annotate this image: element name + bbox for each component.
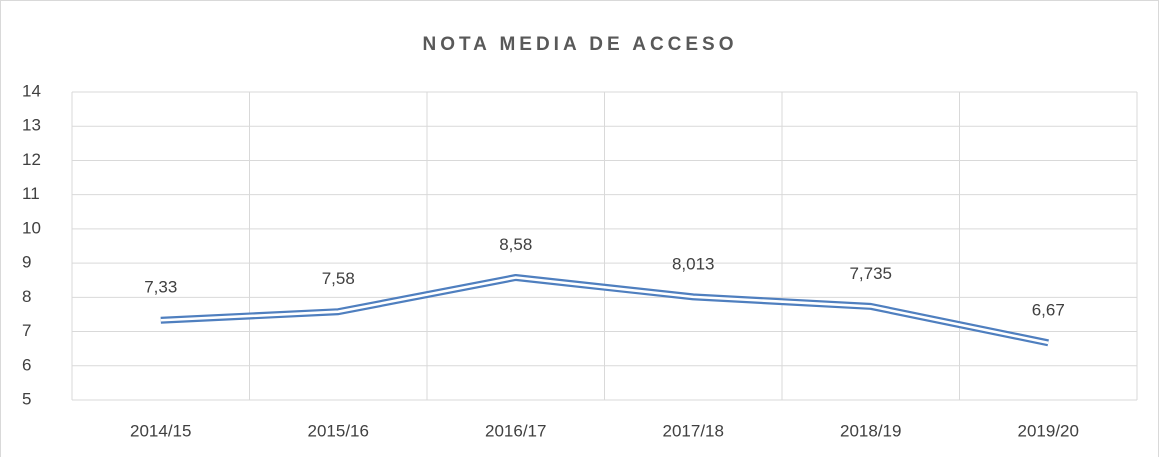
x-tick-label: 2017/18 bbox=[663, 421, 724, 440]
x-tick-label: 2015/16 bbox=[308, 421, 369, 440]
y-tick-label: 13 bbox=[22, 116, 41, 135]
x-tick-label: 2016/17 bbox=[485, 421, 546, 440]
y-tick-label: 6 bbox=[22, 355, 31, 374]
data-label: 8,013 bbox=[672, 254, 715, 273]
data-label: 8,58 bbox=[499, 235, 532, 254]
y-tick-label: 11 bbox=[22, 184, 40, 203]
x-tick-label: 2018/19 bbox=[840, 421, 901, 440]
data-label: 7,58 bbox=[322, 269, 355, 288]
chart-title: NOTA MEDIA DE ACCESO bbox=[422, 34, 737, 55]
series-line-inner bbox=[160, 276, 1049, 345]
data-label: 7,33 bbox=[144, 278, 177, 297]
x-tick-label: 2019/20 bbox=[1018, 421, 1079, 440]
data-label: 6,67 bbox=[1032, 300, 1065, 319]
y-tick-label: 14 bbox=[22, 81, 41, 100]
data-label: 7,735 bbox=[849, 264, 892, 283]
y-tick-label: 5 bbox=[22, 389, 31, 408]
y-tick-label: 7 bbox=[22, 321, 31, 340]
y-tick-label: 12 bbox=[22, 150, 41, 169]
x-tick-label: 2014/15 bbox=[130, 421, 191, 440]
y-tick-label: 8 bbox=[22, 287, 31, 306]
y-tick-label: 9 bbox=[22, 253, 31, 272]
y-tick-label: 10 bbox=[22, 218, 41, 237]
